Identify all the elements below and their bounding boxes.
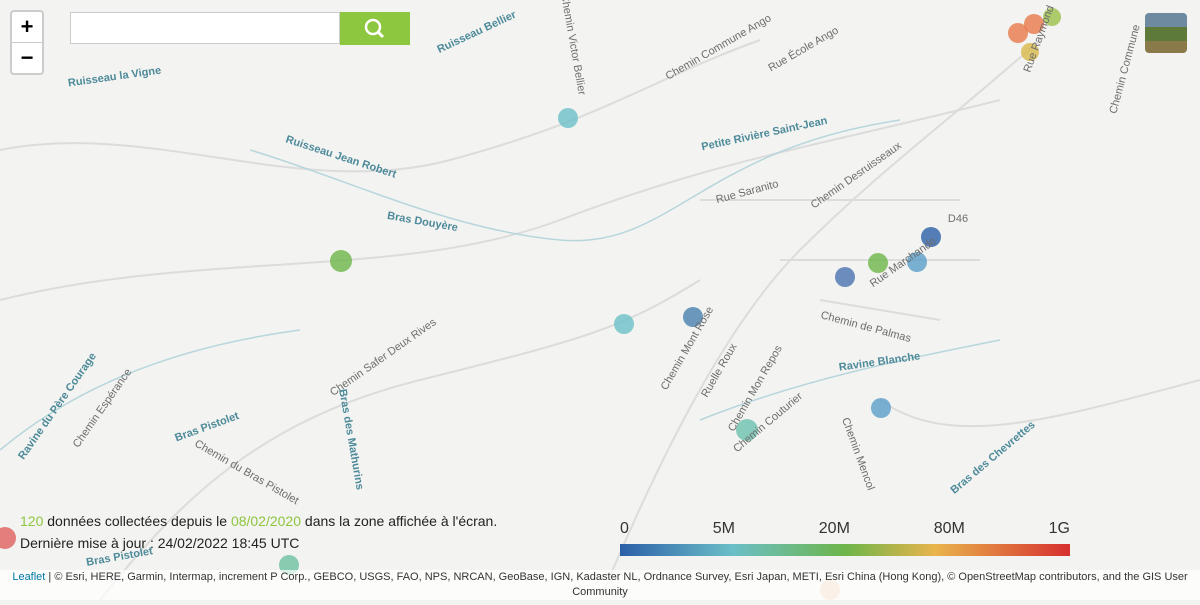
map-label: Ruisseau la Vigne [67, 65, 162, 90]
map-label: Rue École Ango [766, 24, 841, 75]
point[interactable] [1021, 43, 1039, 61]
map-label: Chemin de Palmas [819, 309, 912, 345]
map-label: Ruisseau Jean Robert [284, 134, 398, 181]
search-button[interactable] [340, 12, 410, 45]
zoom-control: + − [10, 10, 44, 75]
layer-switcher[interactable] [1145, 13, 1187, 53]
point[interactable] [1024, 14, 1044, 34]
map-label: Chemin du Bras Pistolet [192, 438, 300, 507]
streams [0, 119, 1001, 451]
zoom-out[interactable]: − [20, 45, 34, 70]
map-label: Bras Pistolet [173, 410, 241, 444]
map-label: Bras des Chevrettes [948, 419, 1037, 497]
legend-ticks: 0 5M 20M 80M 1G [620, 520, 1070, 538]
map-label: D46 [948, 213, 968, 225]
map-label: Ravine Blanche [838, 350, 921, 373]
count: 120 [20, 513, 44, 529]
point[interactable] [835, 267, 855, 287]
point[interactable] [0, 527, 16, 549]
point[interactable] [1008, 23, 1028, 43]
map-label: Chemin Safer Deux Rives [328, 316, 439, 399]
update-text: Dernière mise à jour : 24/02/2022 18:45 … [20, 535, 300, 551]
map-labels: Ruisseau la Vigne Ruisseau Bellier Chemin … [16, 0, 1143, 569]
legend-label: 80M [933, 520, 965, 537]
point[interactable] [1043, 8, 1061, 26]
legend-label: 20M [818, 520, 850, 537]
legend-label: 1G [1048, 520, 1070, 537]
search-input[interactable] [70, 12, 340, 44]
date: 08/02/2020 [230, 513, 302, 529]
map-label: Chemin Commune Ango [664, 12, 774, 82]
info-text: dans la zone affichée à l'écran. [304, 513, 498, 529]
map-label: Petite Rivière Saint-Jean [700, 115, 828, 153]
map-label: Bras Douyère [386, 210, 459, 234]
point[interactable] [871, 398, 891, 418]
legend-label: 5M [712, 520, 735, 537]
info-text: données collectées depuis le [47, 513, 228, 529]
map-label: Bras des Mathurins [336, 388, 366, 491]
info-box: 120 données collectées depuis le 08/02/2… [20, 510, 497, 554]
map-label: Chemin Victor Bellier [558, 0, 588, 96]
legend: 0 5M 20M 80M 1G [620, 520, 1070, 556]
zoom-in[interactable]: + [12, 12, 42, 43]
attribution: Leaflet | © Esri, HERE, Garmin, Intermap… [0, 570, 1200, 600]
map-label: Chemin Commune [1107, 23, 1142, 115]
point[interactable] [868, 253, 888, 273]
map-label: Rue Saranito [715, 178, 780, 206]
map-label: Ravine du Père Courage [16, 351, 99, 462]
point[interactable] [736, 419, 758, 441]
point[interactable] [921, 227, 941, 247]
search-icon [364, 18, 385, 39]
map-label: Chemin Mencol [839, 416, 876, 492]
leaflet-link[interactable]: Leaflet [12, 571, 46, 583]
legend-bar [620, 544, 1070, 556]
point[interactable] [330, 250, 352, 272]
point[interactable] [558, 108, 578, 128]
map-label: Rue Raymond [1022, 4, 1057, 74]
point[interactable] [907, 252, 927, 272]
attribution-text: | © Esri, HERE, Garmin, Intermap, increm… [48, 571, 1188, 598]
map-label: Ruelle Roux [699, 341, 740, 399]
point[interactable] [614, 314, 634, 334]
legend-label: 0 [620, 520, 629, 537]
point[interactable] [683, 307, 703, 327]
map-label: Ruisseau Bellier [435, 8, 518, 55]
